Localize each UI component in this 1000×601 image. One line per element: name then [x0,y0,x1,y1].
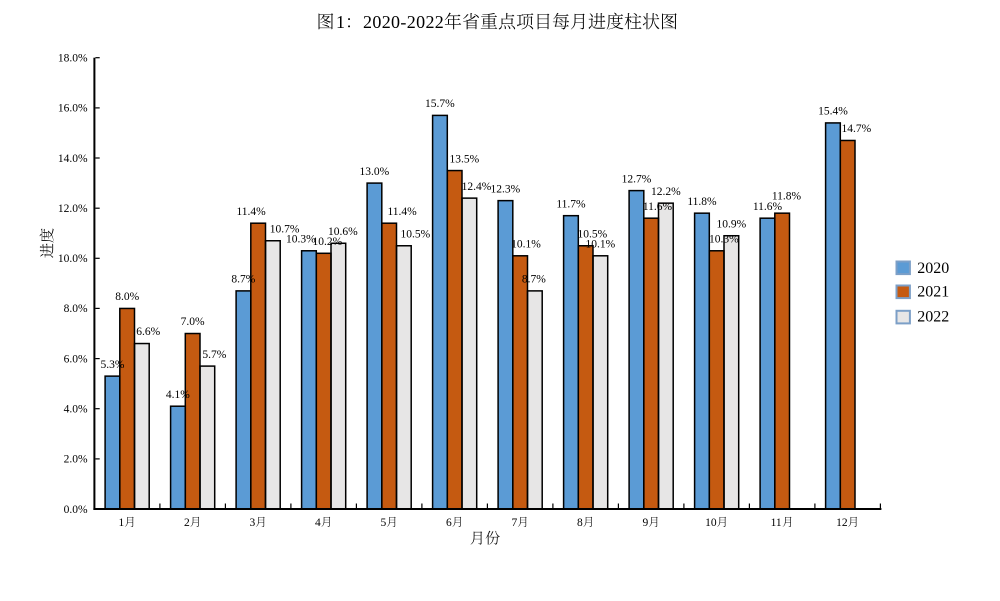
svg-text:2020-2022: 2020-2022 [363,12,444,32]
svg-text:15.7%: 15.7% [425,98,455,110]
svg-text:0.0%: 0.0% [64,504,88,516]
svg-text:4: 4 [315,517,321,529]
svg-text:2021: 2021 [917,284,949,301]
svg-text:13.0%: 13.0% [360,166,390,178]
svg-text:10.9%: 10.9% [717,218,747,230]
svg-text:4.0%: 4.0% [64,404,88,416]
svg-text:12.3%: 12.3% [491,183,521,195]
svg-text:10.3%: 10.3% [286,234,316,246]
svg-text:8.7%: 8.7% [522,274,546,286]
svg-text:10.7%: 10.7% [270,224,300,236]
svg-text:11.4%: 11.4% [236,206,266,218]
svg-text:10.1%: 10.1% [511,239,541,251]
svg-text:11: 11 [771,517,782,529]
svg-text:2: 2 [184,517,190,529]
svg-text:12.4%: 12.4% [462,181,492,193]
svg-text:8: 8 [577,517,583,529]
svg-text:12: 12 [836,517,848,529]
svg-text:11.6%: 11.6% [643,201,673,213]
svg-text:11.7%: 11.7% [556,198,586,210]
svg-text:14.0%: 14.0% [58,153,88,165]
svg-text:10.5%: 10.5% [401,229,431,241]
svg-text:7.0%: 7.0% [181,316,205,328]
svg-text:13.5%: 13.5% [450,153,480,165]
svg-text:8.0%: 8.0% [64,303,88,315]
svg-text:2020: 2020 [917,260,949,277]
svg-text:10.3%: 10.3% [709,234,739,246]
svg-text:16.0%: 16.0% [58,103,88,115]
svg-text:4.1%: 4.1% [166,389,190,401]
svg-text:1: 1 [119,517,125,529]
svg-text:12.0%: 12.0% [58,203,88,215]
svg-text:2022: 2022 [917,309,949,326]
svg-text:8.0%: 8.0% [115,291,139,303]
svg-text:5.3%: 5.3% [101,359,125,371]
svg-text:11.8%: 11.8% [687,196,717,208]
svg-text:5.7%: 5.7% [202,349,226,361]
svg-text:10: 10 [705,517,717,529]
svg-text:12.2%: 12.2% [651,186,681,198]
svg-text:10.2%: 10.2% [312,236,342,248]
svg-text:8.7%: 8.7% [231,274,255,286]
svg-text:3: 3 [250,517,256,529]
svg-text:10.1%: 10.1% [586,239,616,251]
svg-text:12.7%: 12.7% [622,173,652,185]
svg-text:6.0%: 6.0% [64,353,88,365]
svg-text:10.0%: 10.0% [58,253,88,265]
svg-text:18.0%: 18.0% [58,53,88,65]
svg-text:11.6%: 11.6% [753,201,783,213]
svg-text:9: 9 [643,517,649,529]
svg-text:10.6%: 10.6% [328,226,358,238]
svg-text:15.4%: 15.4% [818,106,848,118]
svg-text:14.7%: 14.7% [842,123,872,135]
svg-text:6: 6 [446,517,452,529]
svg-text:11.4%: 11.4% [387,206,417,218]
svg-text:6.6%: 6.6% [136,326,160,338]
svg-text:5: 5 [381,517,387,529]
svg-text:11.8%: 11.8% [772,191,802,203]
svg-text:1: 1 [336,12,345,32]
svg-text:10.5%: 10.5% [578,229,608,241]
svg-text:7: 7 [512,517,518,529]
svg-text:2.0%: 2.0% [64,454,88,466]
